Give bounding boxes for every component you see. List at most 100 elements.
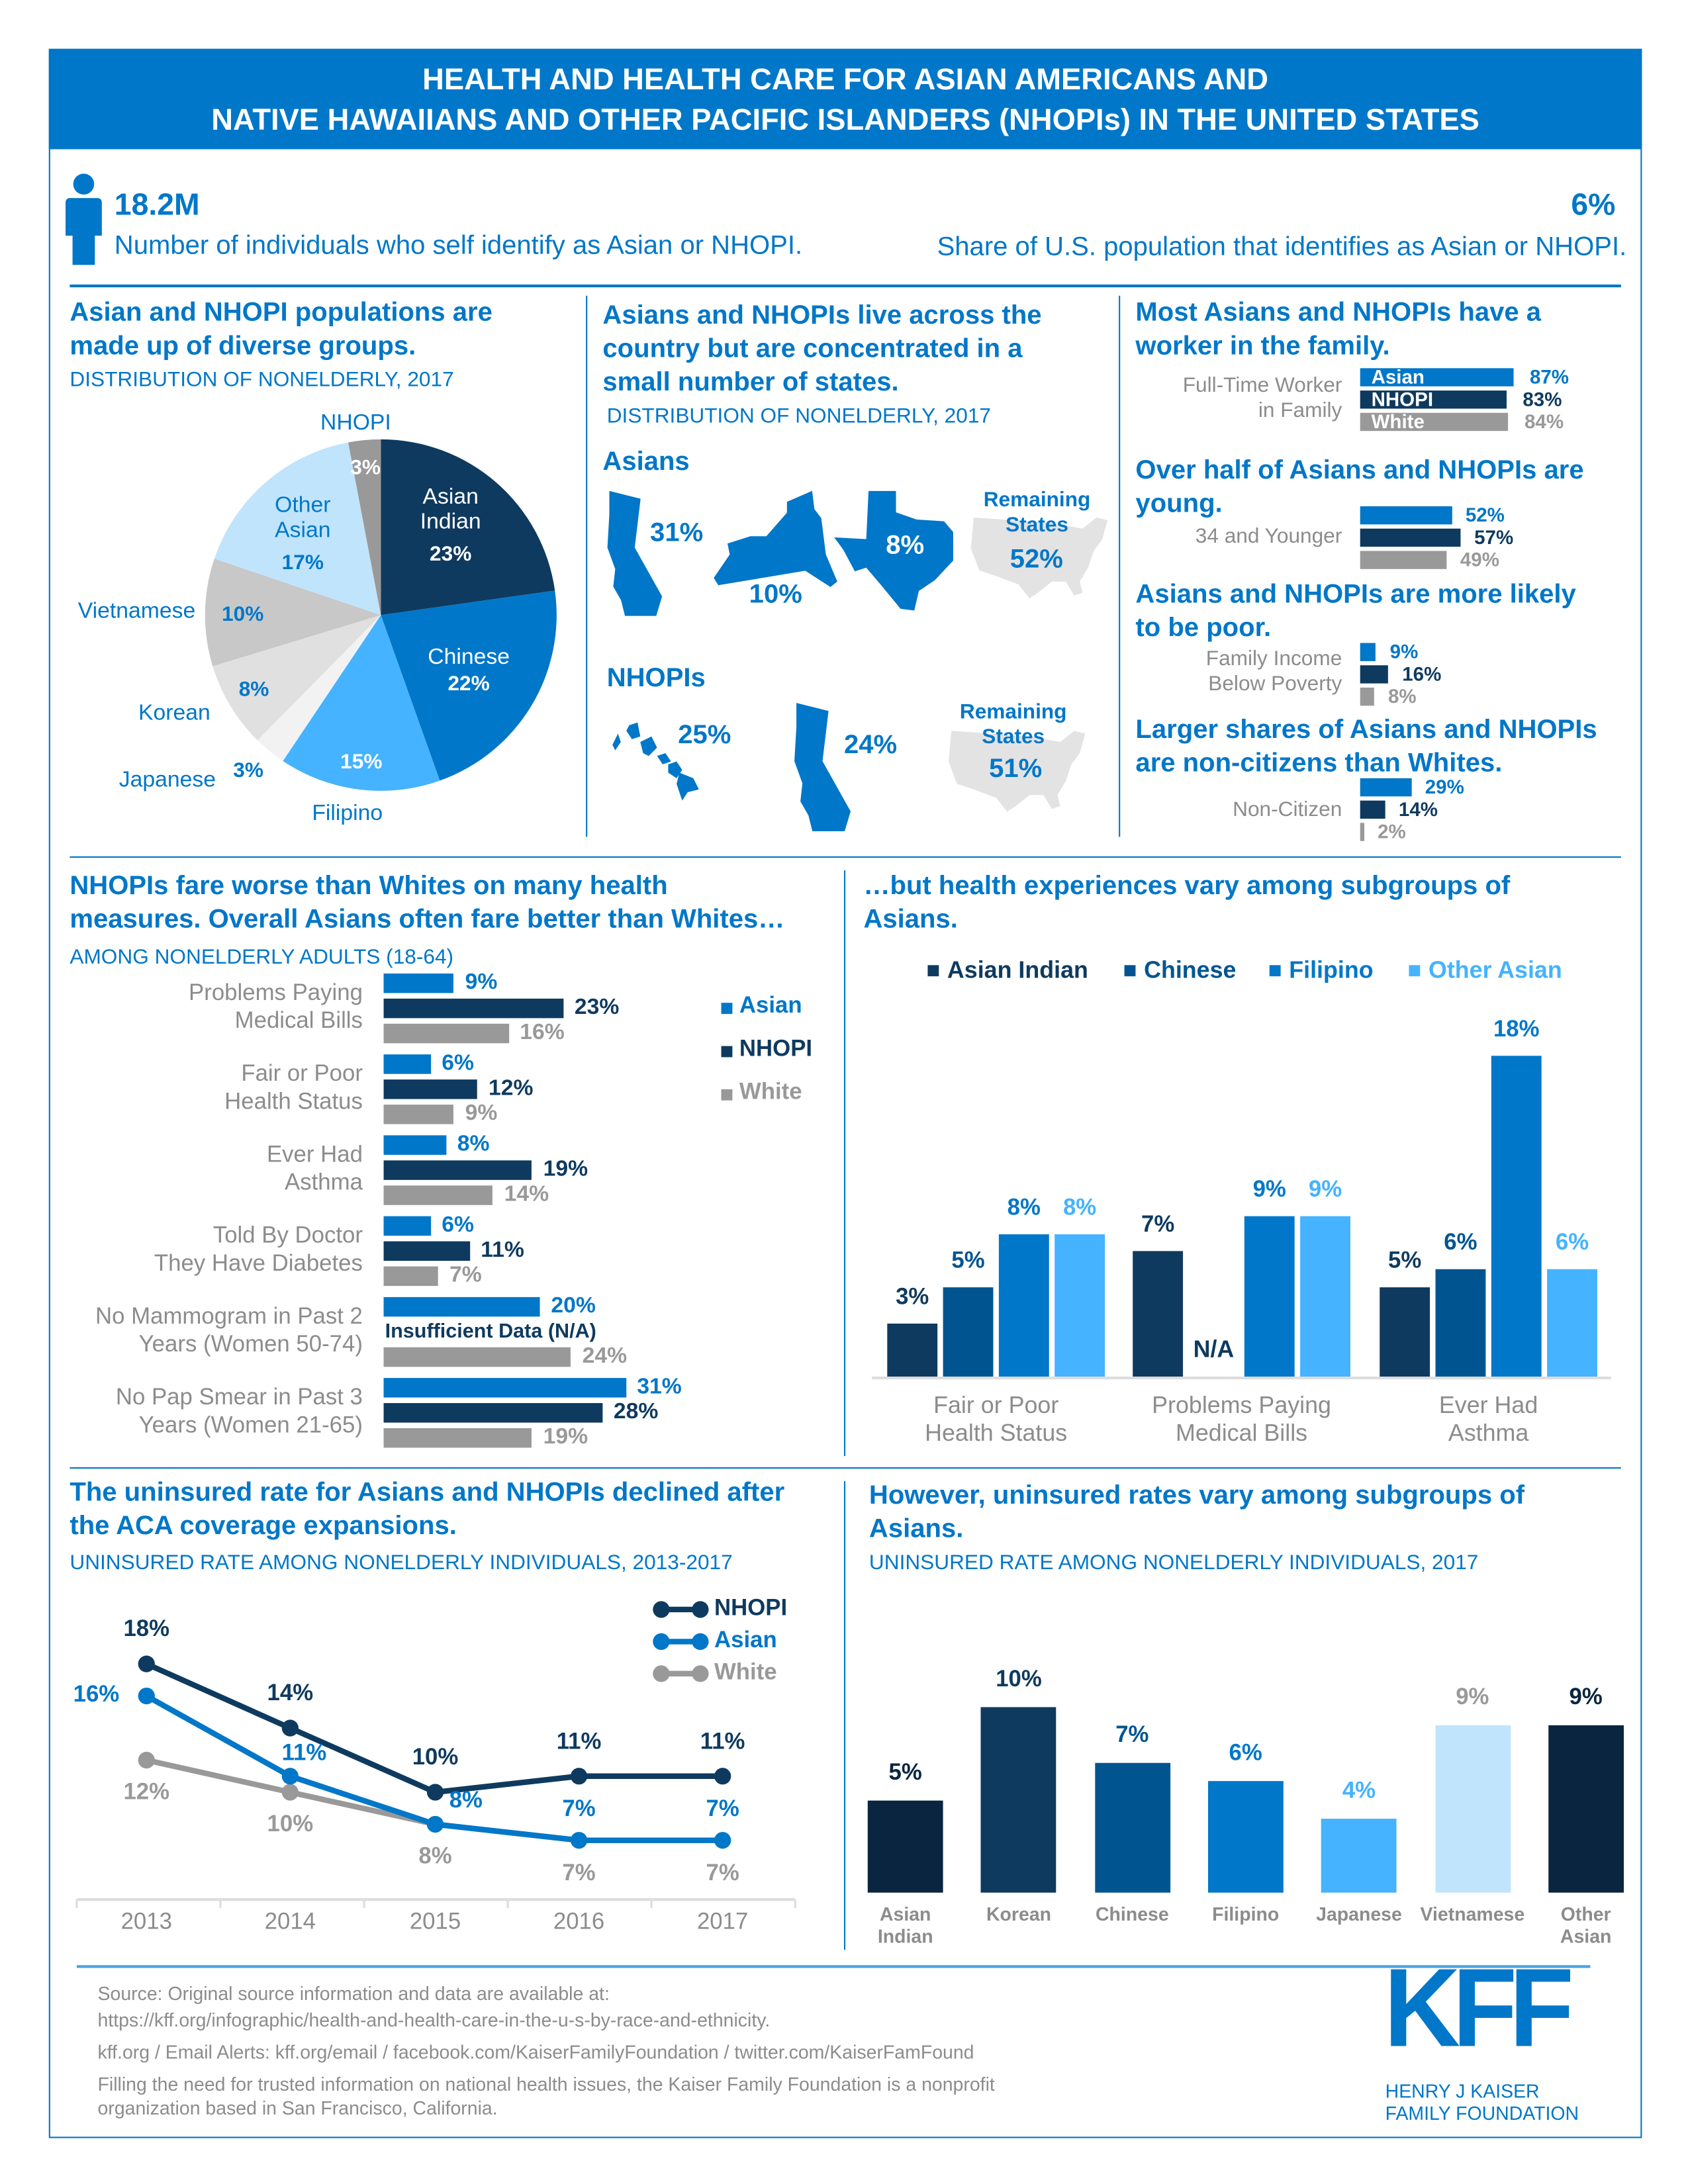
health-bar <box>383 1428 532 1448</box>
data-point <box>426 1784 444 1801</box>
subgroup-value: 5% <box>951 1248 985 1274</box>
x-tick-label: 2014 <box>264 1909 316 1934</box>
health-value: 14% <box>504 1183 549 1206</box>
data-point <box>570 1768 588 1785</box>
health-bar <box>383 1160 532 1180</box>
health-value: 31% <box>637 1375 682 1399</box>
fact-bar <box>1360 800 1385 819</box>
x-tick-label: 2017 <box>696 1909 749 1934</box>
new-york-asian-pct: 10% <box>749 580 802 610</box>
subgroup-value: 8% <box>1062 1195 1097 1220</box>
uninsured-value: 9% <box>1569 1685 1603 1711</box>
pie-label: Asian Indian <box>420 485 481 535</box>
legend-label: Filipino <box>1289 956 1374 983</box>
subgroup-value: 3% <box>896 1284 929 1309</box>
fact-bar: Asian <box>1360 365 1513 388</box>
data-point <box>426 1815 444 1833</box>
legend-marker <box>692 1601 709 1618</box>
pie-slice <box>212 615 381 741</box>
remaining-states-nhopi-pct: 51% <box>989 754 1043 784</box>
remaining-states-label: Remaining States <box>959 700 1067 749</box>
data-point <box>714 1832 731 1849</box>
data-point <box>570 1832 588 1849</box>
pie-value-label: 10% <box>222 602 264 627</box>
uninsured-subtitle: UNINSURED RATE AMONG NONELDERLY INDIVIDU… <box>70 1551 733 1575</box>
fact-bar <box>1360 687 1374 706</box>
health-bar <box>383 1135 446 1155</box>
series-line <box>145 1661 723 1796</box>
legend-label: Other Asian <box>1428 956 1562 983</box>
states-subtitle: DISTRIBUTION OF NONELDERLY, 2017 <box>606 404 992 428</box>
health-category-label: No Mammogram in Past 2 Years (Women 50-7… <box>95 1304 363 1357</box>
california-map-icon <box>794 703 851 832</box>
health-category-label: Fair or Poor Health Status <box>224 1061 363 1115</box>
uninsured-title: The uninsured rate for Asians and NHOPIs… <box>70 1478 785 1541</box>
texas-asian-pct: 8% <box>886 531 925 561</box>
pie-label: Chinese <box>428 645 510 670</box>
data-point <box>281 1719 299 1737</box>
subgroup-bar <box>943 1287 994 1377</box>
legend-swatch <box>721 1089 733 1101</box>
subgroup-bar <box>1133 1251 1184 1377</box>
groups-subtitle: DISTRIBUTION OF NONELDERLY, 2017 <box>70 368 454 392</box>
california-nhopi-pct: 24% <box>843 731 898 760</box>
legend-swatch <box>1409 965 1421 977</box>
fact-bar <box>1360 551 1446 569</box>
pie-slice <box>214 442 381 615</box>
health-category-label: Problems Paying Medical Bills <box>189 980 363 1034</box>
data-label: 11% <box>556 1729 602 1754</box>
uninsured-bar <box>1321 1818 1397 1893</box>
fact-title: Asians and NHOPIs are more likely to be … <box>1135 580 1576 643</box>
uninsured-value: 10% <box>996 1666 1042 1692</box>
subgroup-value: 18% <box>1493 1016 1540 1042</box>
subgroup-bar <box>1491 1055 1542 1377</box>
fact-bar-label: NHOPI <box>1371 387 1434 410</box>
subgroup-bar <box>1055 1234 1105 1377</box>
x-axis <box>872 1377 1612 1380</box>
fact-label: Non-Citizen <box>1233 797 1342 822</box>
pie-label: Filipino <box>312 801 383 826</box>
subgroup-value: 9% <box>1308 1177 1342 1203</box>
uninsured-value: 4% <box>1342 1778 1376 1803</box>
health-bar <box>383 1347 571 1367</box>
health-value: 6% <box>442 1213 474 1238</box>
header-title-line2: NATIVE HAWAIIANS AND OTHER PACIFIC ISLAN… <box>211 103 1479 137</box>
data-label: 10% <box>412 1745 459 1770</box>
health-subtitle: AMONG NONELDERLY ADULTS (18-64) <box>70 945 454 970</box>
health-bar <box>383 1216 431 1236</box>
divider <box>843 870 846 1457</box>
data-point <box>138 1751 155 1769</box>
fact-label: Family Income Below Poverty <box>1205 647 1342 696</box>
health-title: NHOPIs fare worse than Whites on many he… <box>70 872 785 934</box>
health-bar <box>383 1241 470 1261</box>
fact-bar <box>1360 823 1364 841</box>
data-label: 7% <box>562 1860 596 1886</box>
fact-title: Larger shares of Asians and NHOPIs are n… <box>1135 715 1597 778</box>
states-title: Asians and NHOPIs live across the countr… <box>602 301 1042 398</box>
fact-value: 9% <box>1389 640 1419 663</box>
divider <box>586 295 588 837</box>
uninsured-bar <box>981 1707 1056 1893</box>
uninsured-category-label: Other Asian <box>1560 1903 1612 1947</box>
health-value: 19% <box>543 1425 588 1449</box>
subgroup-bar <box>887 1323 938 1377</box>
health-value: 12% <box>488 1076 534 1101</box>
legend-marker <box>653 1633 670 1651</box>
health-value: 9% <box>465 970 498 995</box>
kff-logo: KFF <box>1383 1945 1574 2070</box>
subgroup-value: 5% <box>1387 1248 1422 1274</box>
legend-label: NHOPI <box>739 1036 813 1062</box>
pie-slice <box>381 439 555 615</box>
groups-title: Asian and NHOPI populations are made up … <box>70 298 492 361</box>
health-bar <box>383 1378 626 1398</box>
health-bar <box>383 973 454 993</box>
legend-marker <box>692 1633 709 1651</box>
fact-bar <box>1360 506 1452 525</box>
subgroup-category-label: Ever Had Asthma <box>1438 1392 1538 1447</box>
kff-logo-subtitle: HENRY J KAISER FAMILY FOUNDATION <box>1385 2081 1579 2124</box>
pie-value-label: 15% <box>340 750 383 774</box>
subgroup-bar <box>1300 1216 1350 1377</box>
health-bar <box>383 1079 478 1099</box>
fact-value: 49% <box>1460 548 1499 570</box>
fact-bar <box>1360 778 1411 797</box>
